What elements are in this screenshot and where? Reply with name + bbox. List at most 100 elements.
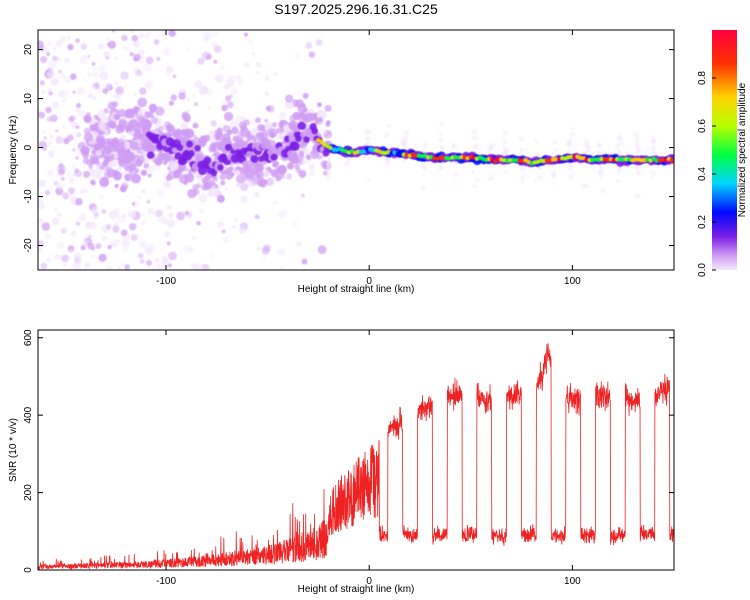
spectrogram-cell	[58, 91, 65, 98]
spectrogram-cell	[634, 193, 641, 199]
spectrogram-cell	[56, 183, 64, 191]
spectrogram-cell	[199, 209, 205, 214]
spectrogram-ytick-label: -10	[23, 189, 34, 204]
spectrogram-cell	[99, 71, 109, 81]
spectrogram-cell	[616, 166, 622, 172]
spectrogram-cell	[634, 141, 640, 147]
spectrogram-cell	[206, 105, 211, 110]
spectrogram-cell	[191, 262, 199, 270]
spectrogram-cell	[48, 140, 53, 145]
spectrogram-cell	[112, 92, 121, 102]
spectrogram-cell	[264, 76, 270, 82]
spectrogram-cell	[176, 144, 184, 152]
spectrogram-cell	[210, 169, 218, 177]
spectrogram-cell	[105, 264, 113, 270]
spectrogram-ytick-label: 10	[23, 93, 34, 105]
spectrogram-cell	[117, 152, 122, 157]
spectrogram-cell	[247, 38, 253, 45]
spectrogram-cell	[87, 72, 93, 77]
spectrogram-cell	[143, 138, 152, 147]
spectrogram-cell	[54, 207, 59, 212]
spectrogram-cell	[142, 120, 153, 130]
spectrogram-cell	[259, 124, 266, 132]
spectrogram-cell	[244, 61, 250, 68]
spectrogram-cell	[308, 51, 315, 58]
spectrogram-cell	[160, 217, 168, 225]
spectrogram-cell	[224, 187, 228, 191]
spectrogram-cell	[137, 252, 144, 259]
spectrogram-cell	[71, 163, 76, 168]
spectrogram-cell	[117, 239, 121, 243]
spectrogram-cell	[90, 179, 96, 185]
spectrogram-cell	[186, 98, 191, 102]
spectrogram-cell	[634, 165, 641, 172]
spectrogram-cell	[82, 240, 89, 247]
spectrogram-cell	[127, 105, 131, 109]
spectrogram-cell	[237, 79, 244, 86]
spectrogram-cell	[46, 52, 50, 56]
spectrogram-cell	[519, 164, 526, 171]
spectrogram-cell	[633, 157, 638, 162]
spectrogram-cell	[619, 141, 624, 145]
colorbar-tick-label: 0.8	[697, 71, 708, 85]
spectrogram-cell	[87, 54, 91, 58]
spectrogram-cell	[108, 210, 118, 219]
spectrogram-cell	[48, 91, 53, 96]
colorbar-tick-label: 0.4	[697, 167, 708, 181]
spectrogram-cell	[197, 57, 205, 65]
spectrogram-cell	[135, 159, 143, 167]
spectrogram-cell	[102, 88, 109, 95]
spectrogram-cell	[88, 234, 92, 239]
spectrogram-cell	[147, 207, 155, 215]
spectrogram-cell	[571, 127, 575, 131]
spectrogram-cell	[125, 123, 134, 132]
spectrogram-cell	[254, 214, 260, 220]
spectrogram-cell	[90, 254, 95, 259]
spectrogram-cell	[492, 159, 498, 164]
spectrogram-cell	[99, 130, 106, 136]
spectrogram-cell	[114, 80, 120, 86]
spectrogram-cell	[141, 212, 145, 217]
spectrogram-cell	[285, 94, 294, 103]
spectrogram-cell	[271, 122, 278, 128]
spectrogram-cell	[366, 178, 371, 182]
spectrogram-cell	[306, 154, 312, 160]
spectrogram-cell	[140, 169, 148, 176]
spectrogram-cell	[439, 144, 445, 151]
spectrogram-cell	[70, 231, 76, 237]
spectrogram-cell	[569, 131, 575, 138]
spectrogram-cell	[519, 147, 524, 152]
spectrogram-cell	[289, 114, 297, 122]
spectrogram-cell	[44, 190, 51, 196]
snr-ytick-label: 600	[23, 329, 34, 346]
spectrogram-cell	[211, 30, 219, 37]
spectrogram-cell	[158, 153, 166, 161]
spectrogram-cell	[137, 97, 148, 108]
spectrogram-cell	[38, 140, 47, 149]
spectrogram-ytick-label: -20	[23, 238, 34, 253]
colorbar-tick-label: 0.6	[697, 119, 708, 133]
spectrogram-cell	[55, 129, 59, 133]
spectrogram-cell	[183, 245, 192, 254]
spectrogram-cell	[320, 160, 328, 168]
spectrogram-cell	[61, 124, 66, 128]
spectrogram-cell	[90, 222, 97, 230]
spectrogram-cell	[162, 47, 172, 56]
spectrogram-cell	[56, 241, 65, 250]
spectrogram-cell	[534, 179, 538, 184]
spectrogram-cell	[326, 120, 331, 125]
spectrogram-cell	[107, 244, 112, 250]
spectrogram-cell	[137, 48, 145, 57]
spectrogram-cell	[91, 95, 97, 101]
snr-ytick-label: 200	[23, 484, 34, 501]
spectrogram-cell	[617, 157, 623, 162]
spectrogram-cell	[278, 111, 287, 120]
spectrogram-cell	[651, 135, 655, 140]
spectrogram-cell	[292, 221, 298, 227]
spectrogram-cell	[244, 173, 253, 182]
spectrogram-cell	[400, 158, 406, 163]
spectrogram-cell	[243, 119, 250, 126]
spectrogram-cell	[254, 117, 261, 124]
spectrogram-cell	[162, 160, 168, 165]
